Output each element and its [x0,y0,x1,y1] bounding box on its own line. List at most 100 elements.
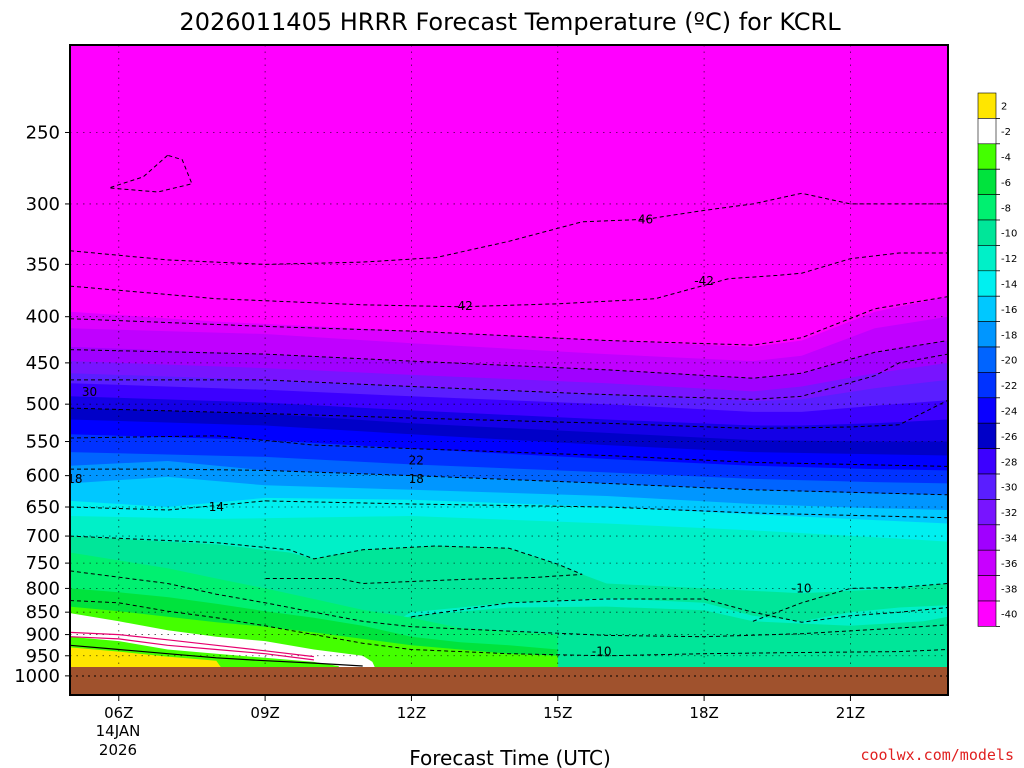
warm-contour-line-1 [70,636,314,661]
colorbar-swatch-13 [977,422,997,449]
colorbar-swatch-12 [977,397,997,424]
colorbar-swatch-14 [977,448,997,475]
colorbar-swatch-19 [977,575,997,602]
plot-area: 46 -42 42 30 22 18 18 14 -10 -10 [67,45,948,695]
contour-label-2: 42 [457,299,472,313]
colorbar-swatch-11 [977,372,997,399]
colorbar-label-6: -12 [1001,254,1017,265]
x-tick-label-12Z: 12Z [397,704,426,722]
y-tick-label-550: 550 [26,432,60,453]
contour-label-0: 46 [638,212,653,226]
credit-text: coolwx.com/models [860,746,1014,764]
colorbar-label-11: -22 [1001,381,1017,392]
colorbar-label-4: -8 [1001,203,1011,214]
colorbar-swatch-3 [977,168,997,195]
colorbar-swatch-20 [977,600,997,627]
colorbar-label-14: -28 [1001,457,1017,468]
colorbar-swatch-15 [977,473,997,500]
contour-line-12 [411,598,948,623]
colorbar-swatch-2 [977,143,997,170]
contour-label-8: -10 [792,581,812,595]
contour-label-6: 18 [409,472,424,486]
colorbar-swatch-0 [977,92,997,119]
colorbar-swatch-10 [977,346,997,373]
contour-label-7: 14 [209,500,224,514]
colorbar-swatch-1 [977,118,997,145]
y-tick-label-600: 600 [26,466,60,487]
colorbar-label-7: -14 [1001,280,1017,291]
colorbar-label-1: -2 [1001,127,1011,138]
x-axis: 06Z 09Z 12Z 15Z 18Z 21Z [104,695,865,722]
contour-line-2 [70,252,948,308]
y-tick-label-750: 750 [26,553,60,574]
colorbar-swatch-9 [977,321,997,348]
colorbar-swatch-8 [977,295,997,322]
y-axis: 2503003504004505005506006507007508008509… [14,122,70,687]
colorbar: 2 -2 -4 -6 -8 -10 -12 -14 -16 -18 -20 -22 -24 -26 -28 -… [977,92,1017,627]
contour-label-1: -42 [694,274,714,288]
x-date-year: 2026 [99,741,137,759]
contour-line-10 [70,535,583,585]
y-tick-label-700: 700 [26,526,60,547]
x-tick-label-15Z: 15Z [543,704,572,722]
colorbar-label-3: -6 [1001,178,1011,189]
contour-label-3: 30 [82,385,97,399]
colorbar-label-19: -38 [1001,584,1017,595]
ground-below-surface [70,667,948,695]
colorbar-label-10: -20 [1001,356,1017,367]
y-tick-label-450: 450 [26,353,60,374]
temperature-bands [70,296,948,695]
x-tick-label-18Z: 18Z [689,704,718,722]
contour-line-4 [70,340,948,379]
contour-line-0 [108,154,193,193]
grid-lines [70,45,948,695]
colorbar-swatch-5 [977,219,997,246]
colorbar-label-17: -34 [1001,534,1017,545]
plot-frame [69,44,949,696]
y-tick-label-650: 650 [26,497,60,518]
colorbar-label-15: -30 [1001,483,1017,494]
y-tick-label-900: 900 [26,625,60,646]
y-tick-label-300: 300 [26,194,60,215]
colorbar-label-12: -24 [1001,407,1017,418]
colorbar-swatch-4 [977,194,997,221]
y-tick-label-250: 250 [26,122,60,143]
y-tick-label-850: 850 [26,602,60,623]
contour-line-13 [752,583,948,622]
colorbar-swatch-18 [977,549,997,576]
y-tick-label-1000: 1000 [14,666,60,687]
warm-contour-line-0 [70,644,363,667]
y-tick-label-350: 350 [26,254,60,275]
colorbar-label-0: 2 [1001,102,1007,113]
colorbar-swatch-16 [977,499,997,526]
contour-line-5 [70,353,948,400]
warm-contour-line-2 [70,631,314,658]
x-tick-label-09Z: 09Z [250,704,279,722]
contour-line-3 [70,296,948,346]
contour-lines [70,154,948,667]
colorbar-swatch-7 [977,270,997,297]
y-tick-label-950: 950 [26,646,60,667]
contour-line-14 [70,600,948,657]
colorbar-label-9: -18 [1001,330,1017,341]
contour-label-4: 22 [409,453,424,467]
contour-line-6 [70,399,948,430]
colorbar-label-5: -10 [1001,229,1017,240]
chart-title: 2026011405 HRRR Forecast Temperature (ºC… [179,8,841,36]
colorbar-label-20: -40 [1001,610,1017,621]
contour-line-11 [70,570,948,638]
colorbar-label-2: -4 [1001,153,1011,164]
colorbar-swatch-6 [977,245,997,272]
contour-label-9: -10 [592,645,612,659]
colorbar-label-8: -16 [1001,305,1017,316]
contour-label-5: 18 [67,472,82,486]
y-tick-label-400: 400 [26,307,60,328]
x-date-day: 14JAN [96,722,141,740]
colorbar-label-18: -36 [1001,559,1017,570]
x-tick-label-21Z: 21Z [836,704,865,722]
y-tick-label-500: 500 [26,394,60,415]
colorbar-label-16: -32 [1001,508,1017,519]
contour-labels: 46 -42 42 30 22 18 18 14 -10 -10 [67,212,812,659]
y-tick-label-800: 800 [26,578,60,599]
